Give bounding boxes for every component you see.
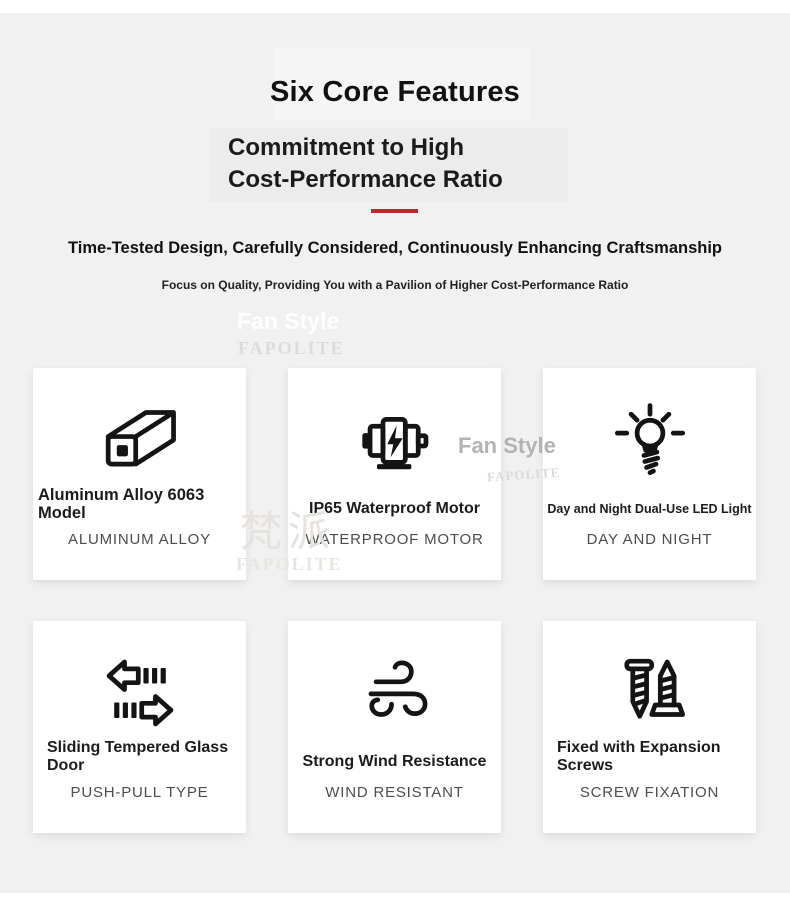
sub-tagline: Focus on Quality, Providing You with a P… xyxy=(161,278,629,292)
bottom-white-strip xyxy=(0,893,790,902)
aluminum-profile-icon xyxy=(33,394,246,486)
feature-caption: WATERPROOF MOTOR xyxy=(305,531,484,548)
feature-title: Fixed with Expansion Screws xyxy=(557,739,721,774)
subtitle-line-1: Commitment to High xyxy=(228,134,464,161)
feature-caption: DAY AND NIGHT xyxy=(586,531,713,548)
feature-card-waterproof-motor: IP65 Waterproof Motor WATERPROOF MOTOR xyxy=(288,368,501,580)
subtitle-line-2: Cost-Performance Ratio xyxy=(228,166,503,193)
feature-title: IP65 Waterproof Motor xyxy=(309,500,480,517)
led-bulb-icon xyxy=(543,394,756,486)
motor-icon xyxy=(288,394,501,486)
feature-title: Aluminum Alloy 6063 Model xyxy=(38,486,205,522)
feature-card-led-light: Day and Night Dual-Use LED Light DAY AND… xyxy=(543,368,756,580)
watermark-brand-style: Fan Style xyxy=(237,308,340,334)
top-white-strip xyxy=(0,0,790,13)
feature-card-sliding-door: Sliding Tempered Glass Door PUSH-PULL TY… xyxy=(33,621,246,833)
feature-caption: WIND RESISTANT xyxy=(325,784,464,801)
feature-card-expansion-screws: Fixed with Expansion Screws SCREW FIXATI… xyxy=(543,621,756,833)
watermark-brand-name: FAPOLITE xyxy=(238,338,345,358)
accent-divider xyxy=(371,209,418,213)
feature-caption: SCREW FIXATION xyxy=(579,784,720,801)
tagline: Time-Tested Design, Carefully Considered… xyxy=(68,239,722,257)
page-title: Six Core Features xyxy=(270,76,520,108)
wind-icon xyxy=(288,647,501,739)
subtitle-background-box xyxy=(210,128,568,202)
sliding-arrows-icon xyxy=(33,647,246,739)
feature-caption: PUSH-PULL TYPE xyxy=(70,784,209,801)
feature-caption: ALUMINUM ALLOY xyxy=(68,531,211,548)
feature-title: Day and Night Dual-Use LED Light xyxy=(547,502,752,516)
title-background-box xyxy=(273,48,530,120)
feature-title: Sliding Tempered Glass Door xyxy=(47,739,229,774)
feature-card-aluminum-alloy: Aluminum Alloy 6063 Model ALUMINUM ALLOY xyxy=(33,368,246,580)
feature-title: Strong Wind Resistance xyxy=(302,753,487,770)
page-subtitle: Commitment to High Cost-Performance Rati… xyxy=(228,132,588,196)
screws-icon xyxy=(543,647,756,739)
feature-card-wind-resistance: Strong Wind Resistance WIND RESISTANT xyxy=(288,621,501,833)
